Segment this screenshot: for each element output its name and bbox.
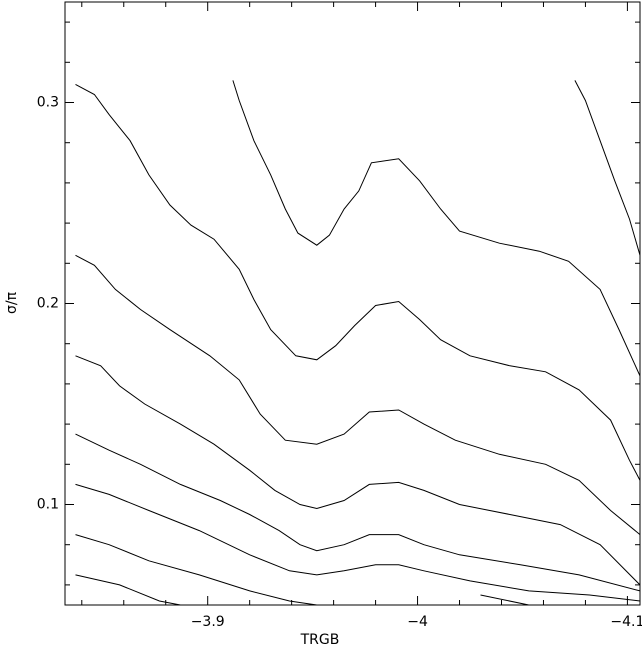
contour-line — [75, 433, 641, 592]
contour-line — [75, 574, 181, 606]
contour-line — [574, 80, 641, 256]
x-axis-label: TRGB — [300, 632, 340, 648]
x-tick-label: −4 — [407, 614, 428, 630]
x-tick-label: −4.1 — [610, 614, 642, 630]
y-axis-label: σ/π — [4, 291, 20, 314]
y-tick-label: 0.1 — [37, 497, 59, 513]
contour-line — [232, 80, 641, 377]
contour-line — [75, 483, 641, 602]
x-tick-label: −3.9 — [191, 614, 225, 630]
contour-line — [75, 534, 317, 606]
plot-frame — [64, 1, 641, 606]
y-tick-label: 0.3 — [37, 95, 59, 111]
contour-line — [480, 594, 529, 606]
contour-line — [75, 254, 641, 535]
contour-line — [75, 355, 641, 586]
contour-line — [75, 83, 641, 481]
y-tick-label: 0.2 — [37, 296, 59, 312]
